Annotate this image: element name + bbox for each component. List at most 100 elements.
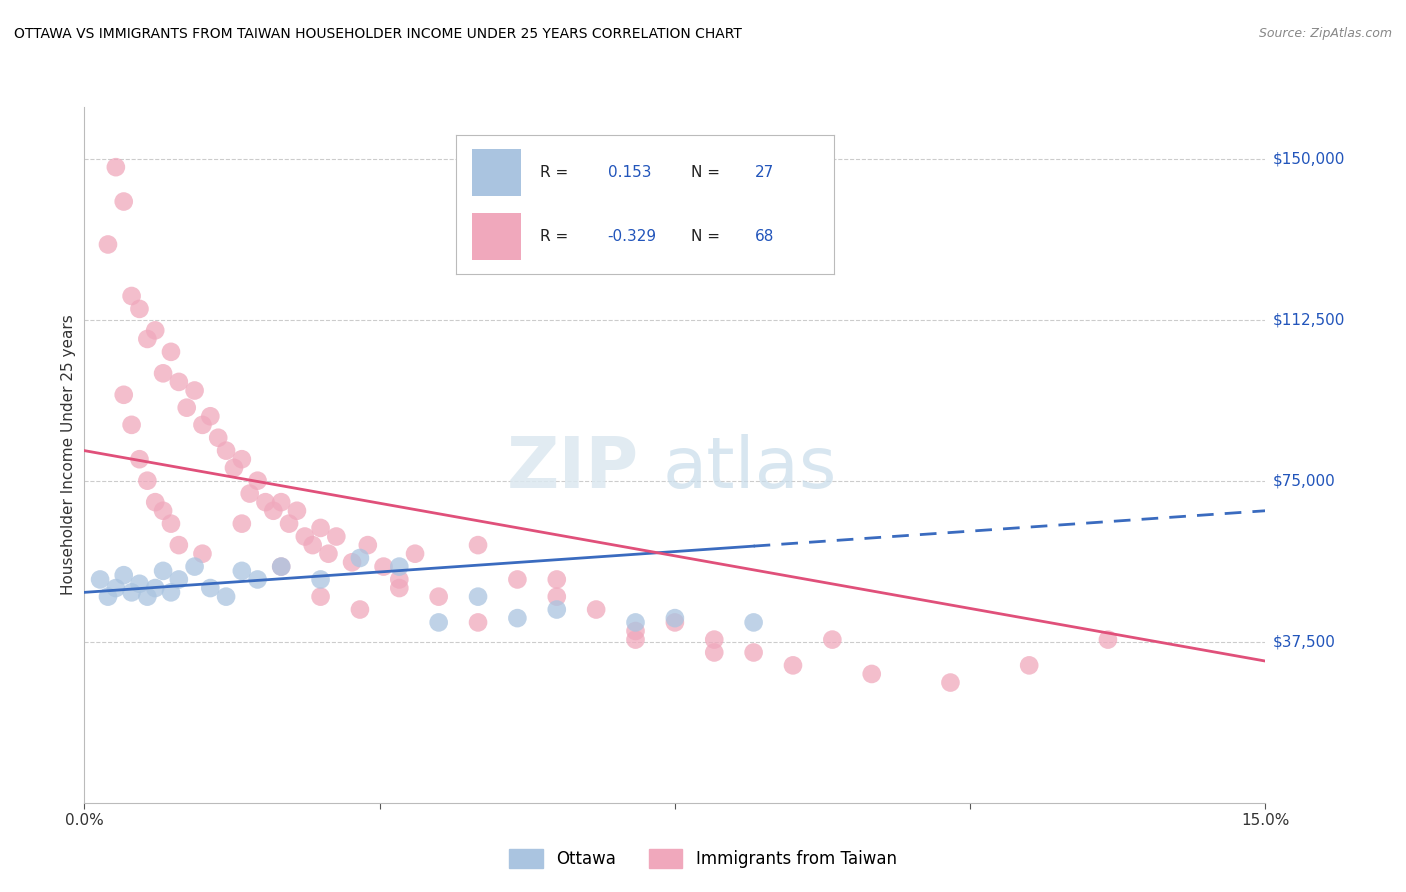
- Point: [97, 590, 120, 604]
- Point: [742, 645, 765, 659]
- Point: [128, 576, 150, 591]
- Point: [215, 443, 238, 458]
- Point: [167, 538, 190, 552]
- Point: [388, 573, 411, 587]
- Point: [104, 160, 127, 174]
- Point: [112, 568, 135, 582]
- Point: [136, 590, 159, 604]
- Point: [1018, 658, 1040, 673]
- Point: [183, 559, 205, 574]
- Point: [167, 573, 190, 587]
- Point: [585, 602, 607, 616]
- Point: [246, 474, 269, 488]
- Point: [427, 590, 450, 604]
- Point: [546, 573, 568, 587]
- Point: [742, 615, 765, 630]
- Text: Source: ZipAtlas.com: Source: ZipAtlas.com: [1258, 27, 1392, 40]
- Point: [239, 486, 262, 500]
- Point: [404, 547, 426, 561]
- Point: [183, 384, 205, 398]
- Point: [624, 624, 647, 638]
- Point: [128, 452, 150, 467]
- Point: [231, 564, 253, 578]
- Point: [104, 581, 127, 595]
- Point: [624, 632, 647, 647]
- Point: [112, 194, 135, 209]
- Point: [939, 675, 962, 690]
- Point: [152, 564, 174, 578]
- Point: [664, 611, 686, 625]
- Point: [176, 401, 198, 415]
- Point: [231, 452, 253, 467]
- Point: [860, 667, 883, 681]
- Point: [467, 615, 489, 630]
- Point: [388, 581, 411, 595]
- Point: [546, 590, 568, 604]
- Point: [467, 538, 489, 552]
- Point: [136, 332, 159, 346]
- Point: [278, 516, 301, 531]
- Text: $75,000: $75,000: [1272, 473, 1336, 488]
- Point: [152, 504, 174, 518]
- Point: [506, 573, 529, 587]
- Point: [160, 516, 183, 531]
- Point: [97, 237, 120, 252]
- Point: [349, 551, 371, 566]
- Point: [143, 495, 166, 509]
- Point: [112, 388, 135, 402]
- Point: [152, 367, 174, 381]
- Point: [160, 344, 183, 359]
- Point: [427, 615, 450, 630]
- Point: [388, 559, 411, 574]
- Point: [506, 611, 529, 625]
- Point: [270, 559, 292, 574]
- Legend: Ottawa, Immigrants from Taiwan: Ottawa, Immigrants from Taiwan: [502, 842, 904, 875]
- Point: [207, 431, 229, 445]
- Point: [821, 632, 844, 647]
- Point: [624, 615, 647, 630]
- Text: atlas: atlas: [664, 434, 838, 503]
- Point: [301, 538, 323, 552]
- Text: $37,500: $37,500: [1272, 634, 1336, 649]
- Point: [294, 529, 316, 543]
- Point: [325, 529, 347, 543]
- Point: [703, 645, 725, 659]
- Point: [222, 460, 245, 475]
- Point: [349, 602, 371, 616]
- Point: [270, 495, 292, 509]
- Point: [121, 289, 143, 303]
- Text: OTTAWA VS IMMIGRANTS FROM TAIWAN HOUSEHOLDER INCOME UNDER 25 YEARS CORRELATION C: OTTAWA VS IMMIGRANTS FROM TAIWAN HOUSEHO…: [14, 27, 742, 41]
- Point: [215, 590, 238, 604]
- Point: [200, 581, 222, 595]
- Point: [200, 409, 222, 424]
- Point: [191, 417, 214, 432]
- Point: [167, 375, 190, 389]
- Point: [121, 585, 143, 599]
- Point: [1097, 632, 1119, 647]
- Point: [191, 547, 214, 561]
- Point: [373, 559, 395, 574]
- Point: [246, 573, 269, 587]
- Point: [121, 417, 143, 432]
- Point: [309, 573, 332, 587]
- Point: [89, 573, 111, 587]
- Point: [309, 521, 332, 535]
- Y-axis label: Householder Income Under 25 years: Householder Income Under 25 years: [60, 315, 76, 595]
- Point: [703, 632, 725, 647]
- Point: [782, 658, 804, 673]
- Point: [270, 559, 292, 574]
- Point: [262, 504, 284, 518]
- Point: [231, 516, 253, 531]
- Point: [136, 474, 159, 488]
- Point: [546, 602, 568, 616]
- Point: [160, 585, 183, 599]
- Point: [340, 555, 363, 569]
- Point: [318, 547, 340, 561]
- Point: [143, 323, 166, 337]
- Point: [467, 590, 489, 604]
- Text: $112,500: $112,500: [1272, 312, 1344, 327]
- Point: [254, 495, 277, 509]
- Text: $150,000: $150,000: [1272, 151, 1344, 166]
- Text: ZIP: ZIP: [508, 434, 640, 503]
- Point: [143, 581, 166, 595]
